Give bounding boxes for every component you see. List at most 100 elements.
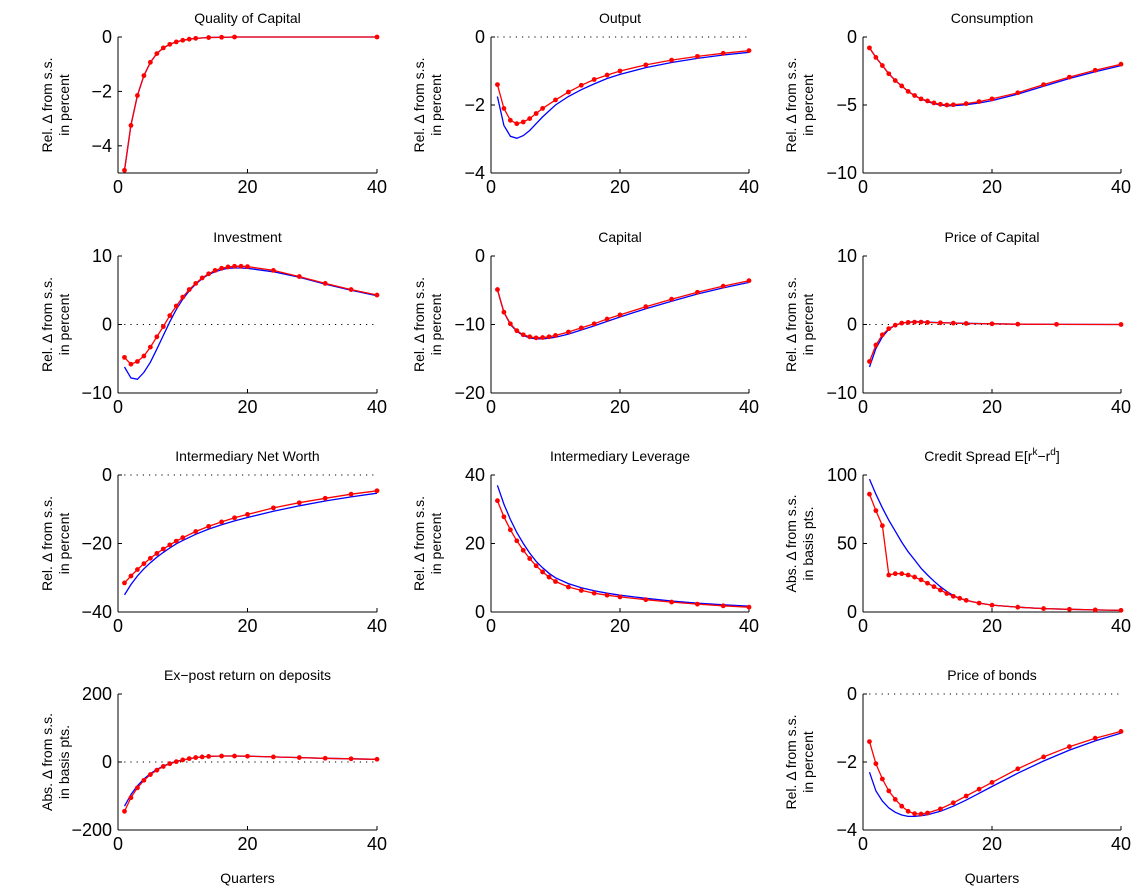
y-tick-label: 10 — [837, 246, 857, 266]
y-tick-label: −4 — [836, 820, 857, 840]
series-line-blue — [868, 321, 1122, 368]
series-point — [1067, 74, 1072, 80]
series-point — [135, 785, 140, 791]
series-line-red — [868, 321, 1122, 362]
series-point — [271, 754, 276, 760]
series-point — [643, 597, 649, 603]
series-point — [873, 342, 879, 348]
series-point — [193, 755, 199, 760]
series-point — [944, 102, 950, 108]
series-point — [540, 106, 545, 111]
series-point — [604, 72, 610, 78]
x-tick-label: 0 — [113, 177, 123, 197]
series-point — [546, 334, 552, 340]
series-point — [540, 569, 545, 575]
x-tick-label: 20 — [982, 616, 1002, 636]
series-point — [180, 757, 186, 763]
x-tick-label: 40 — [739, 177, 759, 197]
series-point — [578, 325, 584, 331]
series-point — [546, 574, 552, 580]
series-line-red — [124, 490, 378, 584]
series-point — [520, 119, 526, 125]
series-point — [925, 580, 930, 586]
series-point — [950, 102, 956, 108]
series-point — [899, 320, 905, 326]
series-point — [912, 811, 917, 817]
series-point — [173, 39, 179, 45]
series-point — [232, 263, 237, 269]
series-point — [720, 50, 726, 56]
series-point — [899, 83, 905, 89]
y-tick-label: −2 — [464, 95, 485, 115]
series-point — [219, 753, 225, 759]
series-point — [296, 755, 302, 760]
series-point — [154, 551, 160, 556]
series-line-red — [868, 47, 1122, 106]
series-point — [147, 772, 153, 777]
series-point — [925, 810, 930, 816]
series-point — [1067, 744, 1072, 750]
y-tick-label: 0 — [847, 684, 857, 704]
series-point — [1118, 729, 1124, 734]
series-point — [322, 495, 328, 501]
series-point — [720, 283, 726, 289]
series-point — [1118, 61, 1124, 67]
series-point — [695, 289, 700, 295]
series-point — [879, 332, 885, 338]
series-point — [135, 93, 140, 98]
series-point — [566, 329, 571, 335]
series-line-red — [868, 730, 1122, 815]
series-point — [219, 265, 225, 271]
series-point — [167, 313, 173, 318]
series-point — [180, 535, 186, 541]
series-point — [173, 538, 179, 544]
series-point — [147, 344, 153, 350]
series-point — [206, 35, 212, 40]
series-point — [514, 538, 520, 544]
series-point — [905, 89, 911, 94]
x-tick-label: 40 — [367, 397, 387, 417]
series-point — [591, 321, 597, 327]
series-line-red — [123, 755, 378, 812]
y-axis-label: Rel. Δ from s.s.in percent — [411, 496, 444, 591]
y-axis-label: Rel. Δ from s.s.in percent — [411, 277, 444, 372]
series-point — [892, 797, 898, 802]
series-point — [905, 320, 911, 325]
series-point — [212, 267, 218, 273]
series-point — [578, 588, 584, 593]
series-point — [527, 116, 533, 121]
series-point — [591, 77, 597, 82]
series-point — [154, 767, 160, 773]
series-point — [232, 34, 237, 40]
series-point — [925, 320, 930, 325]
x-tick-label: 20 — [237, 397, 257, 417]
x-tick-label: 40 — [367, 834, 387, 854]
series-point — [879, 63, 885, 68]
series-point — [122, 580, 127, 586]
series-point — [867, 45, 872, 51]
series-point — [238, 263, 244, 269]
series-point — [271, 505, 276, 511]
series-point — [918, 96, 924, 102]
panel-5: Capital 0 20 40 −20 −10 0 Rel. Δ from s.s.in pe… — [411, 229, 759, 417]
series-point — [507, 321, 513, 327]
series-point — [135, 567, 140, 572]
y-tick-label: 0 — [847, 602, 857, 622]
series-point — [950, 593, 956, 599]
series-point — [122, 354, 127, 360]
y-tick-label: −2 — [836, 752, 857, 772]
series-point — [245, 511, 250, 517]
x-tick-label: 40 — [1111, 616, 1131, 636]
series-line-blue — [868, 732, 1122, 818]
series-point — [925, 98, 930, 104]
x-tick-label: 20 — [982, 834, 1002, 854]
x-tick-label: 0 — [113, 616, 123, 636]
panel-9: Credit Spread E[rk−rd] 0 20 40 0 50 100 Abs. Δ … — [783, 447, 1131, 636]
series-point — [527, 556, 533, 561]
series-point — [147, 59, 153, 65]
series-point — [495, 82, 500, 87]
series-point — [128, 795, 134, 801]
y-axis-label: Rel. Δ from s.s.in percent — [39, 58, 72, 153]
series-point — [128, 123, 134, 128]
